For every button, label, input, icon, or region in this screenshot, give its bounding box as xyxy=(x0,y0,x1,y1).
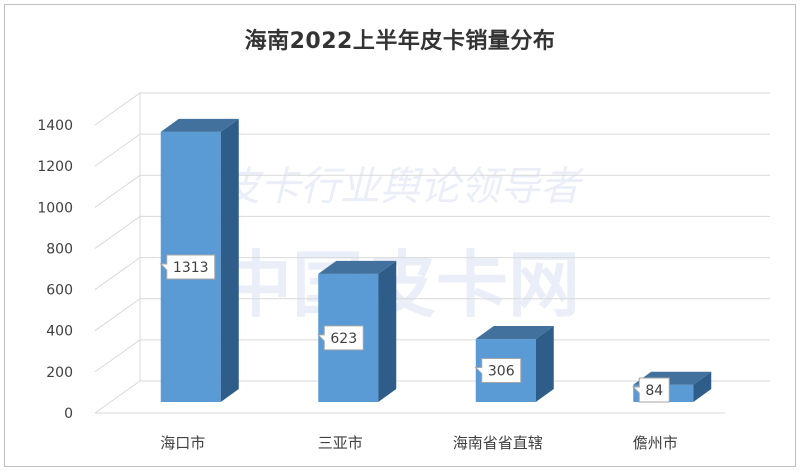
data-label: 1313 xyxy=(159,254,216,280)
chart-plot: 皮卡行业舆论领导者 中国皮卡网 0 200 400 600 800 1000 1200 140… xyxy=(37,92,770,452)
watermark-site-name: 中国皮卡网 xyxy=(220,243,580,327)
data-label-box xyxy=(159,254,216,280)
y-tick-label: 0 xyxy=(64,406,73,422)
y-tick-label: 200 xyxy=(46,365,73,381)
chart-title: 海南2022上半年皮卡销量分布 xyxy=(244,29,556,54)
y-tick-label: 600 xyxy=(46,283,73,299)
data-label-text: 306 xyxy=(488,364,515,380)
data-label-box xyxy=(474,358,522,384)
y-tick-label: 1400 xyxy=(37,118,73,134)
y-tick-label: 1200 xyxy=(37,159,73,175)
data-label-text: 84 xyxy=(645,383,663,399)
x-tick-label: 海南省省直辖 xyxy=(453,434,543,452)
data-label: 84 xyxy=(632,377,670,403)
watermark: 皮卡行业舆论领导者 中国皮卡网 xyxy=(220,164,584,327)
y-tick-label: 800 xyxy=(46,241,73,257)
data-label-box xyxy=(632,377,670,403)
x-tick-label: 三亚市 xyxy=(318,434,363,452)
data-label: 306 xyxy=(474,358,522,384)
bar-side xyxy=(378,260,397,402)
bar-top xyxy=(475,326,554,340)
x-tick-label: 儋州市 xyxy=(633,434,678,452)
bar-top xyxy=(160,118,239,132)
chart-frame: 海南2022上半年皮卡销量分布 皮卡行业舆论领导者 中国皮卡网 0 200 400 6… xyxy=(4,4,796,467)
y-tick-label: 400 xyxy=(46,324,73,340)
bar-side xyxy=(220,118,239,402)
data-label: 623 xyxy=(317,325,364,351)
bar-side xyxy=(535,326,554,402)
gridlines xyxy=(94,92,770,414)
bar-side xyxy=(693,371,712,402)
x-tick-label: 海口市 xyxy=(160,434,205,452)
y-axis-ticks: 0 200 400 600 800 1000 1200 1400 xyxy=(37,118,73,422)
data-label-text: 623 xyxy=(330,331,357,347)
bars: 1313 623 306 84 xyxy=(159,118,712,403)
data-label-text: 1313 xyxy=(173,260,209,276)
data-label-box xyxy=(317,325,364,351)
bar-top xyxy=(318,260,397,274)
y-tick-label: 1000 xyxy=(37,200,73,216)
x-axis-labels: 海口市 三亚市 海南省省直辖 儋州市 xyxy=(160,434,678,452)
watermark-slogan: 皮卡行业舆论领导者 xyxy=(220,164,584,210)
